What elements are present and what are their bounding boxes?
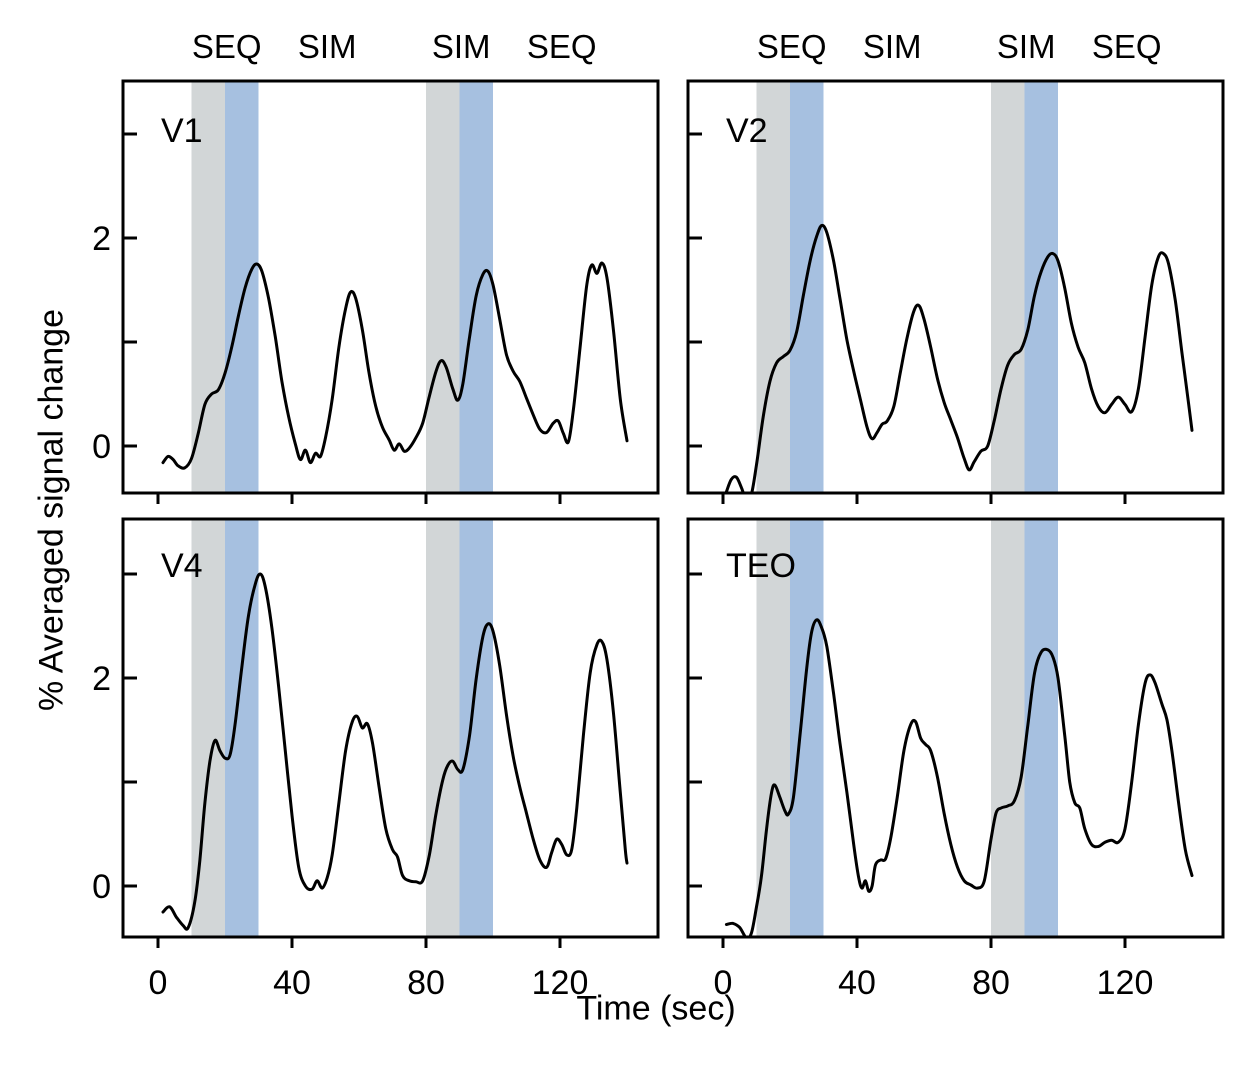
panel-v2: V2	[686, 79, 1225, 504]
condition-label-sim-2: SIM	[432, 28, 491, 65]
x-tick-label-0: 0	[714, 964, 733, 1002]
panel-frame	[686, 79, 1225, 495]
shaded-band-gray	[426, 519, 460, 937]
panel-frame	[121, 517, 660, 939]
condition-label-seq-3: SEQ	[527, 28, 597, 65]
shaded-band-gray	[991, 81, 1025, 493]
shaded-band-blue	[1024, 519, 1058, 937]
shaded-band-blue	[790, 519, 824, 937]
shaded-band-gray	[191, 519, 225, 937]
x-tick-label-40: 40	[838, 964, 876, 1002]
x-tick-label-40: 40	[273, 964, 311, 1002]
y-tick-label-2: 2	[92, 220, 111, 258]
x-tick-label-80: 80	[972, 964, 1010, 1002]
signal-curve-v1	[161, 261, 629, 470]
x-axis-label: Time (sec)	[576, 989, 736, 1028]
shaded-band-blue	[459, 519, 493, 937]
shaded-band-gray	[191, 81, 225, 493]
signal-curve-v2	[724, 223, 1194, 493]
panel-label-teo: TEO	[726, 547, 796, 585]
shaded-band-blue	[225, 81, 259, 493]
panel-v1: 0 2 V1	[92, 79, 660, 504]
condition-label-sim-5: SIM	[863, 28, 922, 65]
shaded-band-gray	[426, 81, 460, 493]
x-tick-label-120: 120	[1097, 964, 1154, 1002]
panel-label-v1: V1	[161, 112, 203, 150]
condition-label-sim-1: SIM	[298, 28, 357, 65]
condition-label-seq-7: SEQ	[1092, 28, 1162, 65]
panel-frame	[686, 517, 1225, 939]
shaded-band-blue	[1024, 81, 1058, 493]
x-tick-label-80: 80	[407, 964, 445, 1002]
panel-frame	[121, 79, 660, 495]
y-tick-label-2: 2	[92, 660, 111, 698]
panel-label-v4: V4	[161, 547, 203, 585]
condition-label-seq-0: SEQ	[192, 28, 262, 65]
panel-teo: 0 40 80 120 TEO	[686, 517, 1225, 1002]
signal-curve-teo	[724, 618, 1194, 937]
condition-label-seq-4: SEQ	[757, 28, 827, 65]
x-tick-label-0: 0	[149, 964, 168, 1002]
shaded-band-gray	[991, 519, 1025, 937]
y-tick-label-0: 0	[92, 428, 111, 466]
condition-label-sim-6: SIM	[997, 28, 1056, 65]
x-tick-label-120: 120	[532, 964, 589, 1002]
shaded-band-blue	[790, 81, 824, 493]
y-tick-label-0: 0	[92, 868, 111, 906]
shaded-band-blue	[225, 519, 259, 937]
panel-label-v2: V2	[726, 112, 768, 150]
shaded-band-blue	[459, 81, 493, 493]
y-axis-label: % Averaged signal change	[32, 308, 71, 712]
signal-curve-v4	[161, 572, 629, 931]
